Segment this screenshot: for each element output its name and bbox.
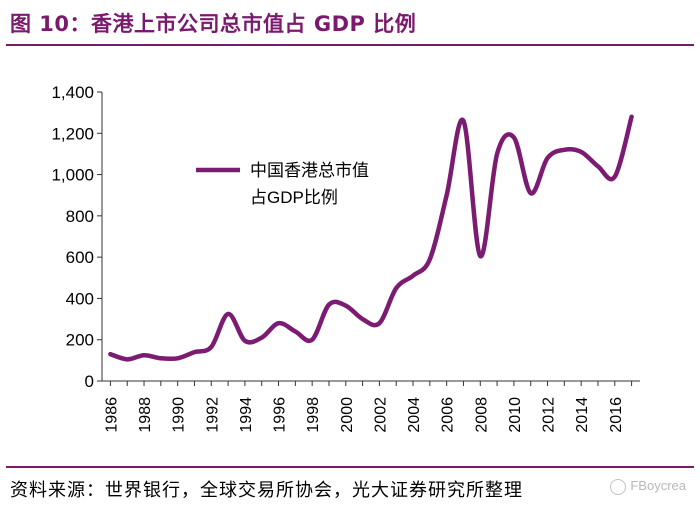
watermark-text: FBoycrea [630,478,686,493]
x-tick-label: 2014 [574,397,591,433]
y-tick-label: 1,400 [51,83,94,102]
watermark-icon [610,478,627,495]
y-tick-label: 200 [66,331,94,350]
x-tick-label: 1988 [137,397,154,433]
source-note: 资料来源：世界银行，全球交易所协会，光大证券研究所整理 [10,480,523,501]
x-tick-label: 1994 [238,397,255,433]
x-tick-label: 1996 [272,397,289,433]
x-tick-label: 1992 [204,397,221,433]
legend-label: 占GDP比例 [250,188,338,207]
x-tick-label: 2016 [608,397,625,433]
chart-axes [101,92,640,382]
x-tick-label: 2008 [473,397,490,433]
x-tick-label: 1998 [305,397,322,433]
x-tick-label: 2006 [440,397,457,433]
y-tick-label: 800 [66,207,94,226]
x-tick-label: 1990 [171,397,188,433]
x-tick-label: 2000 [339,397,356,433]
series-layer [108,114,634,362]
series-line [108,114,634,362]
y-tick-label: 1,200 [51,124,94,143]
legend-label: 中国香港总市值 [250,161,369,180]
x-tick-label: 1986 [103,397,120,433]
y-tick-label: 1,000 [51,166,94,185]
watermark: FBoycrea [610,478,686,495]
y-tick-label: 400 [66,289,94,308]
x-axis-ticks: 1986 1988 1990 1992 1994 1996 1998 2000 2002 2004… [103,381,633,433]
x-tick-label: 2012 [541,397,558,433]
title-bar: 图 10：香港上市公司总市值占 GDP 比例 [6,4,694,46]
y-tick-label: 0 [85,372,94,391]
figure-title: 图 10：香港上市公司总市值占 GDP 比例 [10,12,417,36]
source-bar: 资料来源：世界银行，全球交易所协会，光大证券研究所整理 FBoycrea [6,466,694,508]
y-axis-ticks: 0 200 400 600 800 1,000 1,200 1,400 [51,83,102,391]
x-tick-label: 2010 [507,397,524,433]
y-tick-label: 600 [66,248,94,267]
x-tick-label: 2002 [372,397,389,433]
x-tick-label: 2004 [406,397,423,433]
